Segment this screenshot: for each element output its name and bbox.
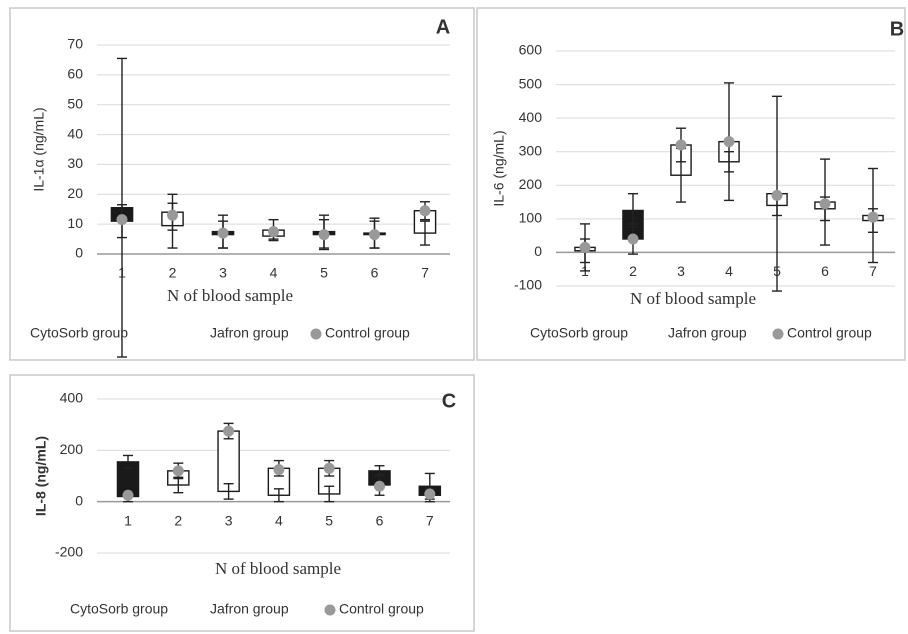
control-dot: [116, 214, 128, 226]
x-axis-title: N of blood sample: [630, 289, 756, 308]
control-dot: [172, 465, 184, 477]
y-tick-label: 200: [60, 441, 84, 457]
legend-label: Control group: [787, 325, 872, 341]
x-tick-label: 2: [174, 512, 182, 528]
control-dot: [374, 480, 385, 492]
legend-label: CytoSorb group: [530, 325, 628, 341]
legend-marker: [310, 328, 322, 340]
x-tick-label: 3: [219, 265, 227, 281]
control-dot: [268, 226, 279, 238]
control-dot: [579, 241, 591, 253]
y-axis-title: IL-8 (ng/mL): [33, 436, 49, 516]
control-dot: [318, 229, 330, 241]
y-tick-label: 20: [67, 185, 83, 201]
panel-letter: C: [442, 390, 456, 412]
legend-label: CytoSorb group: [70, 601, 168, 617]
y-tick-label: 100: [519, 210, 543, 226]
x-tick-label: 6: [371, 265, 379, 281]
y-tick-label: -200: [55, 544, 83, 560]
y-tick-label: 300: [519, 142, 543, 158]
y-tick-label: 600: [519, 42, 543, 58]
x-tick-label: 4: [725, 263, 733, 279]
x-tick-label: 7: [421, 265, 429, 281]
x-axis-title: N of blood sample: [167, 286, 293, 305]
x-tick-label: 6: [376, 512, 384, 528]
y-tick-label: 0: [75, 245, 83, 261]
legend-marker: [324, 604, 336, 616]
legend-label: Control group: [339, 601, 424, 617]
y-axis-title: IL-1α (ng/mL): [31, 107, 47, 191]
updown-bar: [217, 430, 240, 493]
x-tick-label: 7: [426, 512, 434, 528]
panel-letter: B: [890, 18, 904, 40]
control-dot: [771, 189, 783, 201]
control-dot: [167, 209, 178, 221]
legend-label: Control group: [325, 325, 410, 341]
control-dot: [223, 425, 235, 437]
x-tick-label: 4: [270, 265, 278, 281]
legend-label: CytoSorb group: [30, 325, 128, 341]
y-tick-label: 70: [67, 36, 83, 52]
y-tick-label: 10: [67, 215, 83, 231]
y-tick-label: 200: [519, 176, 543, 192]
y-tick-label: 400: [60, 390, 84, 406]
y-axis-title: IL-6 (ng/mL): [491, 130, 507, 206]
legend-marker: [772, 328, 784, 340]
control-dot: [323, 462, 335, 474]
control-dot: [217, 227, 229, 239]
control-dot: [273, 464, 285, 476]
y-tick-label: 500: [519, 75, 543, 91]
control-dot: [424, 488, 436, 500]
panel-frame: [476, 7, 906, 361]
x-tick-label: 6: [821, 263, 829, 279]
control-dot: [819, 198, 831, 210]
y-tick-label: 40: [67, 125, 83, 141]
x-tick-label: 5: [325, 512, 333, 528]
x-axis-title: N of blood sample: [215, 559, 341, 578]
x-tick-label: 3: [677, 263, 685, 279]
y-tick-label: 0: [534, 243, 542, 259]
x-tick-label: 2: [629, 263, 637, 279]
x-tick-label: 5: [320, 265, 328, 281]
control-dot: [723, 136, 735, 148]
y-tick-label: 50: [67, 95, 83, 111]
panel-letter: A: [436, 16, 450, 38]
y-tick-label: 30: [67, 155, 83, 171]
y-tick-label: 400: [519, 109, 543, 125]
panel-frame: [9, 374, 475, 632]
y-tick-label: 60: [67, 66, 83, 82]
legend-label: Jafron group: [210, 325, 289, 341]
control-dot: [867, 211, 879, 223]
control-dot: [122, 489, 134, 501]
x-tick-label: 3: [225, 512, 233, 528]
control-dot: [369, 229, 380, 241]
legend-label: Jafron group: [668, 325, 747, 341]
y-tick-label: 0: [75, 492, 83, 508]
y-tick-label: -100: [514, 277, 542, 293]
x-tick-label: 4: [275, 512, 283, 528]
legend-label: Jafron group: [210, 601, 289, 617]
x-tick-label: 2: [169, 265, 177, 281]
x-tick-label: 1: [124, 512, 132, 528]
control-dot: [627, 233, 639, 245]
control-dot: [419, 205, 431, 217]
panel-frame: [9, 7, 475, 361]
x-tick-label: 7: [869, 263, 877, 279]
control-dot: [675, 139, 687, 151]
